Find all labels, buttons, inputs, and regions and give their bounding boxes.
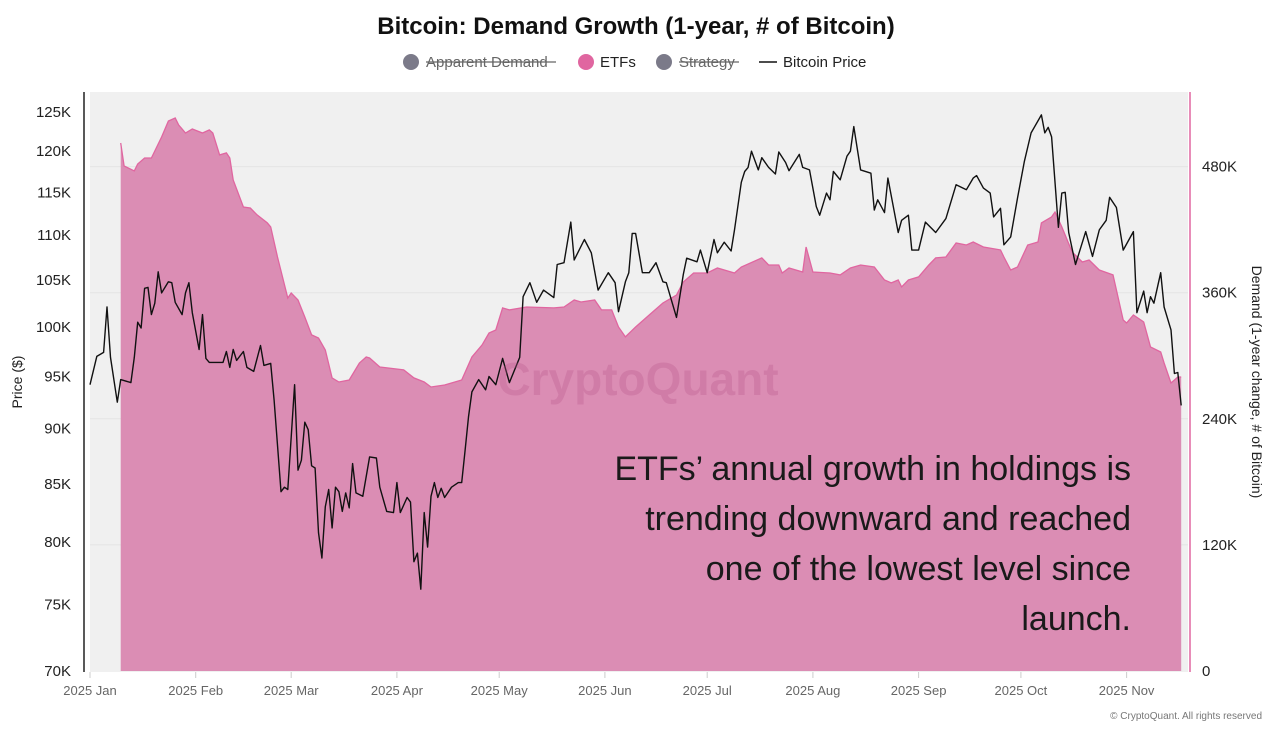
left-tick-label: 120K [36,143,71,160]
annotation-line: launch. [1021,600,1131,638]
x-tick-label: 2025 Jun [578,683,632,698]
right-tick-label: 120K [1202,537,1237,554]
left-tick-label: 115K [37,184,71,201]
left-tick-label: 110K [37,227,71,244]
annotation-line: trending downward and reached [645,500,1131,538]
legend: Apparent Demand ETFs Strategy Bitcoin Pr… [403,54,866,71]
x-axis-ticks: 2025 Jan 2025 Feb 2025 Mar 2025 Apr 2025 May… [63,672,1155,698]
x-tick-label: 2025 Mar [264,683,320,698]
x-tick-label: 2025 Nov [1099,683,1155,698]
legend-item-bitcoin-price[interactable]: Bitcoin Price [759,54,866,71]
x-tick-label: 2025 Sep [891,683,947,698]
x-tick-label: 2025 Apr [371,683,424,698]
etf-area-line [120,117,1182,388]
annotation-line: one of the lowest level since [706,550,1131,588]
x-tick-label: 2025 May [471,683,529,698]
right-tick-label: 480K [1202,159,1237,176]
legend-marker-circle [656,54,672,70]
watermark: CryptoQuant [497,353,778,405]
legend-label: ETFs [600,54,636,71]
copyright: © CryptoQuant. All rights reserved [1110,711,1262,722]
price-line [89,114,1182,590]
chart-title: Bitcoin: Demand Growth (1-year, # of Bit… [377,13,894,40]
x-tick-label: 2025 Jul [683,683,732,698]
series-bitcoin-price [89,114,1182,590]
annotation: ETFs’ annual growth in holdings is trend… [614,450,1131,638]
left-tick-label: 105K [36,272,71,289]
left-tick-label: 70K [44,663,71,680]
left-tick-label: 80K [44,534,71,551]
legend-item-etfs[interactable]: ETFs [578,54,636,71]
left-axis-label: Price ($) [9,356,25,409]
right-tick-label: 360K [1202,285,1237,302]
series-layer [89,114,1182,671]
left-tick-label: 125K [36,104,71,121]
left-tick-label: 100K [36,319,71,336]
x-tick-label: 2025 Jan [63,683,117,698]
annotation-line: ETFs’ annual growth in holdings is [614,450,1131,488]
legend-marker-circle [578,54,594,70]
left-tick-label: 85K [44,476,71,493]
left-tick-label: 95K [44,369,71,386]
legend-marker-circle [403,54,419,70]
right-tick-label: 240K [1202,411,1237,428]
left-axis-ticks: 70K 75K 80K 85K 90K 95K 100K 105K 110K 115K 120K 12… [36,104,71,680]
x-tick-label: 2025 Oct [995,683,1048,698]
right-axis-ticks: 0 120K 240K 360K 480K [1202,159,1237,680]
legend-item-strategy[interactable]: Strategy [656,54,739,71]
legend-label: Bitcoin Price [783,54,866,71]
series-etfs [120,117,1182,671]
right-tick-label: 0 [1202,663,1210,680]
legend-item-apparent-demand[interactable]: Apparent Demand [403,54,556,71]
left-tick-label: 75K [44,596,71,613]
etf-area-fill [120,118,1182,671]
x-tick-label: 2025 Aug [785,683,840,698]
x-tick-label: 2025 Feb [168,683,223,698]
right-axis-label: Demand (1-year change, # of Bitcoin) [1249,266,1265,499]
left-tick-label: 90K [44,421,71,438]
